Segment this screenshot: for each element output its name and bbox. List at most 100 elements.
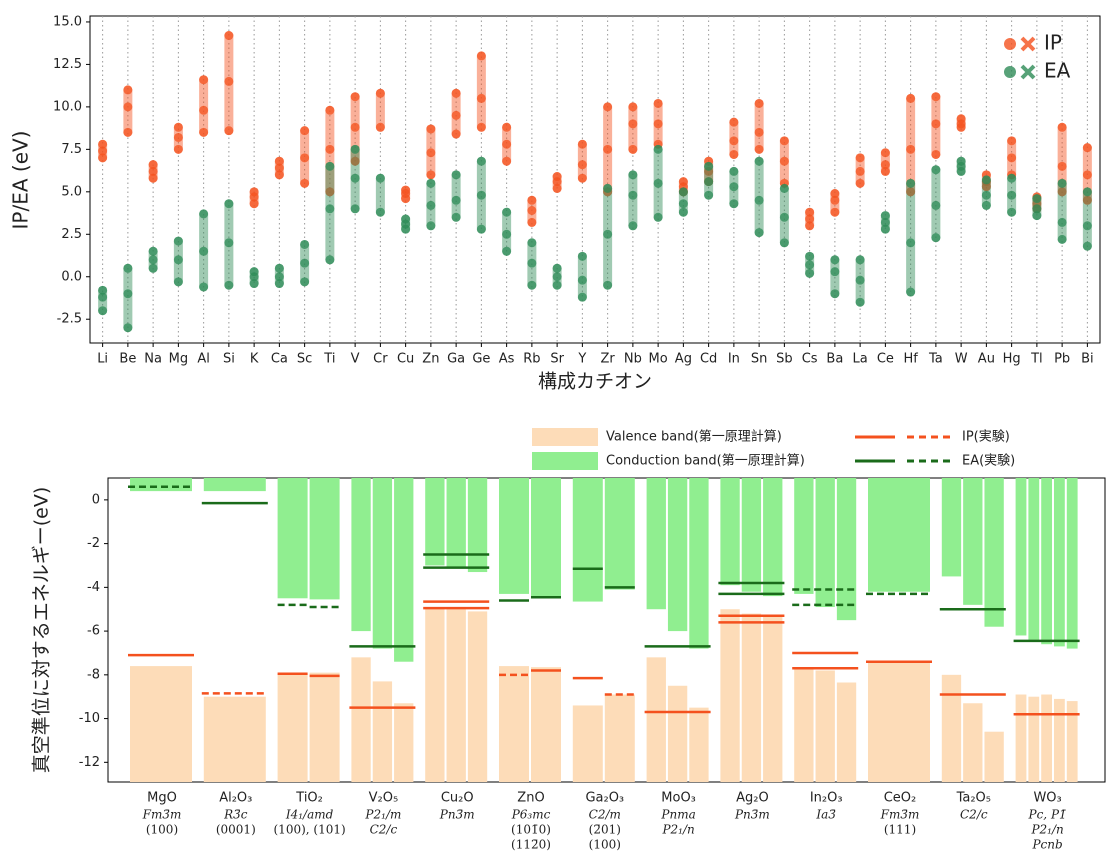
space-group: I4₁/amd xyxy=(285,808,334,822)
x-tick-label: Zn xyxy=(422,352,439,367)
point xyxy=(779,156,789,166)
y-tick-label: -2.5 xyxy=(57,312,82,327)
valence-band xyxy=(815,670,835,782)
x-tick-label: Ta xyxy=(928,352,943,367)
y-axis-label: IP/EA (eV) xyxy=(9,131,33,230)
legend-marker xyxy=(1004,66,1016,78)
point xyxy=(805,207,815,217)
x-tick-label: Ce xyxy=(877,352,894,367)
point xyxy=(754,127,764,137)
point xyxy=(98,292,108,302)
point xyxy=(300,178,310,188)
space-group: C2/c xyxy=(370,823,398,837)
point xyxy=(300,126,310,136)
point xyxy=(148,173,158,183)
point xyxy=(754,195,764,205)
point xyxy=(779,212,789,222)
space-group: P2₁/m xyxy=(364,808,401,822)
conduction-band xyxy=(646,478,666,610)
valence-band xyxy=(130,666,192,782)
point xyxy=(300,258,310,268)
material-name: Ga₂O₃ xyxy=(585,791,624,806)
valence-band xyxy=(499,666,529,782)
point xyxy=(906,93,916,103)
conduction-band xyxy=(467,478,488,573)
point xyxy=(173,255,183,265)
point xyxy=(199,127,209,137)
conduction-band xyxy=(277,478,308,599)
point xyxy=(754,156,764,166)
point xyxy=(628,119,638,129)
point xyxy=(502,122,512,132)
point xyxy=(274,170,284,180)
point xyxy=(830,255,840,265)
point xyxy=(1007,190,1017,200)
point xyxy=(350,156,360,166)
point xyxy=(880,166,890,176)
conduction-band xyxy=(499,478,529,594)
legend-label: IP xyxy=(1044,31,1062,55)
point xyxy=(527,206,537,216)
point xyxy=(123,263,133,273)
point xyxy=(224,199,234,209)
point xyxy=(502,246,512,256)
x-tick-label: Hf xyxy=(903,352,918,367)
point xyxy=(527,238,537,248)
y-tick-label: -2 xyxy=(87,536,100,551)
point xyxy=(729,166,739,176)
x-tick-label: Al xyxy=(197,352,210,367)
point xyxy=(527,217,537,227)
point xyxy=(678,187,688,197)
point xyxy=(123,85,133,95)
conduction-band xyxy=(1028,478,1040,640)
point xyxy=(830,289,840,299)
point xyxy=(603,280,613,290)
point xyxy=(880,217,890,227)
legend-marker xyxy=(1020,64,1036,80)
y-tick-label: 12.5 xyxy=(53,57,82,72)
space-group: Pc, P1̄ xyxy=(1028,808,1067,822)
x-tick-label: Si xyxy=(223,352,235,367)
y-tick-label: -8 xyxy=(87,667,100,682)
point xyxy=(906,238,916,248)
point xyxy=(199,75,209,85)
x-tick-label: Ag xyxy=(675,352,692,367)
point xyxy=(476,156,486,166)
point xyxy=(173,277,183,287)
y-tick-label: 7.5 xyxy=(61,142,82,157)
point xyxy=(855,166,865,176)
x-tick-label: Y xyxy=(577,352,586,367)
material-name: WO₃ xyxy=(1033,791,1061,806)
point xyxy=(375,122,385,132)
y-tick-label: 15.0 xyxy=(53,14,82,29)
legend-marker xyxy=(1020,36,1036,52)
point xyxy=(350,122,360,132)
conduction-band xyxy=(815,478,835,608)
x-tick-label: Hg xyxy=(1003,352,1021,367)
valence-band xyxy=(1015,694,1027,782)
point xyxy=(451,170,461,180)
point xyxy=(779,183,789,193)
point xyxy=(274,279,284,289)
point xyxy=(98,146,108,156)
x-tick-label: Ge xyxy=(472,352,490,367)
point xyxy=(754,228,764,238)
point xyxy=(603,144,613,154)
point xyxy=(325,255,335,265)
point xyxy=(98,285,108,295)
point xyxy=(552,172,562,182)
valence-band xyxy=(604,694,635,782)
point xyxy=(502,207,512,217)
point xyxy=(502,229,512,239)
conduction-band xyxy=(1054,478,1065,647)
x-tick-label: Zr xyxy=(600,352,615,367)
point xyxy=(729,149,739,159)
legend-label: Valence band(第一原理計算) xyxy=(606,429,782,445)
point xyxy=(300,153,310,163)
point xyxy=(350,92,360,102)
x-tick-label: Cu xyxy=(397,352,414,367)
y-tick-label: 0.0 xyxy=(61,269,82,284)
point xyxy=(880,224,890,234)
point xyxy=(855,275,865,285)
point xyxy=(350,204,360,214)
